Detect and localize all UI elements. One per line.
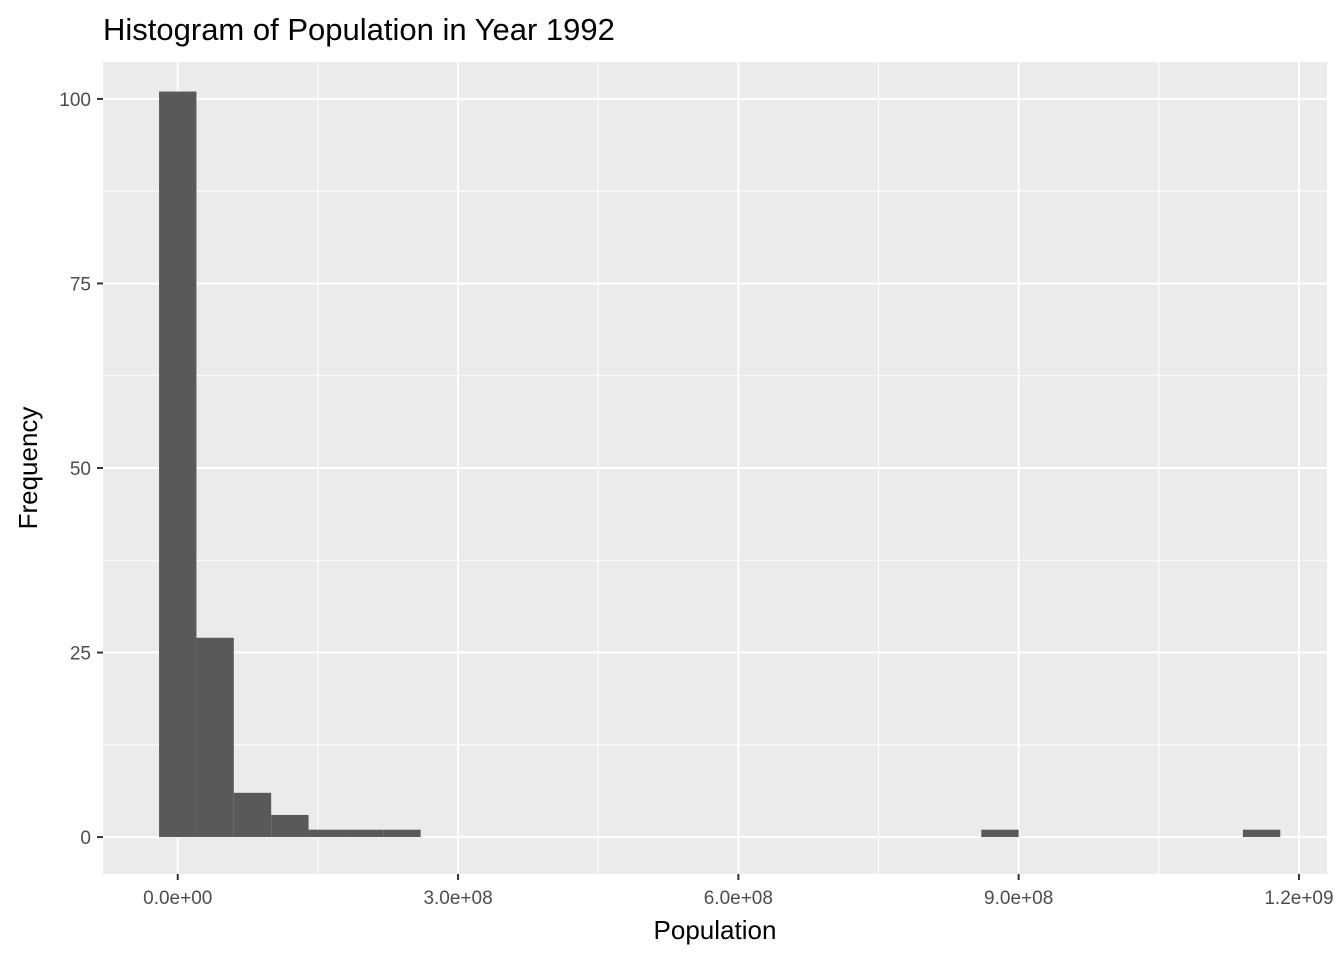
histogram-bars: [159, 91, 1281, 838]
histogram-bar: [159, 91, 197, 838]
histogram-bar: [196, 637, 234, 838]
y-tick-label: 50: [70, 459, 91, 480]
y-axis: 0 25 50 75 100: [59, 90, 103, 849]
histogram-bar: [345, 829, 384, 838]
x-axis-title: Population: [654, 915, 777, 945]
y-axis-title: Frequency: [13, 407, 43, 530]
x-tick-label: 0.0e+00: [143, 888, 212, 909]
x-tick-label: 9.0e+08: [984, 888, 1053, 909]
histogram-bar: [233, 792, 272, 838]
histogram-bar: [981, 829, 1019, 838]
histogram-bar: [1242, 829, 1281, 838]
histogram-bar: [271, 814, 309, 838]
x-tick-label: 1.2e+09: [1264, 888, 1333, 909]
y-tick-label: 75: [70, 274, 91, 295]
histogram-bar: [308, 829, 346, 838]
y-tick-label: 0: [80, 828, 91, 849]
x-axis: 0.0e+00 3.0e+08 6.0e+08 9.0e+08 1.2e+09: [143, 874, 1334, 909]
chart-title: Histogram of Population in Year 1992: [103, 12, 615, 47]
x-tick-label: 3.0e+08: [423, 888, 492, 909]
y-tick-label: 25: [70, 644, 91, 665]
y-tick-label: 100: [59, 90, 91, 111]
x-tick-label: 6.0e+08: [704, 888, 773, 909]
histogram-bar: [383, 829, 421, 838]
